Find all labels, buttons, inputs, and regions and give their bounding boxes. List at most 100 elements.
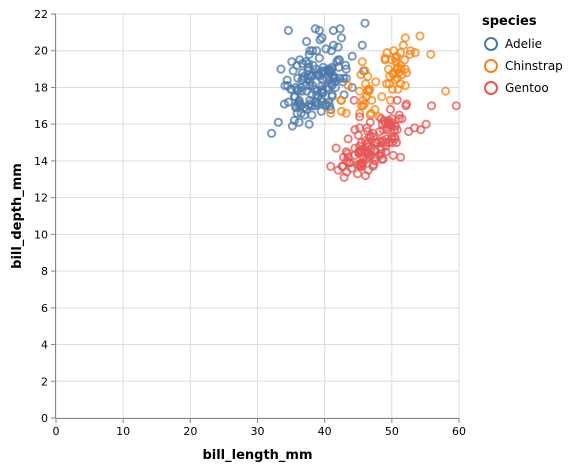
data-point-adelie xyxy=(293,86,303,96)
data-point-adelie xyxy=(293,99,303,109)
data-point-chinstrap xyxy=(363,71,373,82)
data-point-gentoo xyxy=(451,101,461,111)
data-point-adelie xyxy=(295,55,305,65)
data-point-adelie xyxy=(347,51,357,61)
data-point-adelie xyxy=(301,104,312,115)
data-point-chinstrap xyxy=(377,92,387,102)
legend-symbol-adelie xyxy=(484,37,498,51)
data-point-chinstrap xyxy=(358,95,368,105)
data-point-gentoo xyxy=(388,150,398,160)
data-point-adelie xyxy=(357,40,367,50)
data-point-adelie xyxy=(318,84,328,94)
data-point-adelie xyxy=(324,64,334,74)
x-tick-label: 30 xyxy=(251,425,265,438)
data-point-chinstrap xyxy=(402,68,412,78)
data-point-gentoo xyxy=(376,149,386,159)
y-tick-label: 8 xyxy=(41,265,48,278)
data-point-adelie xyxy=(333,42,343,52)
data-point-adelie xyxy=(316,106,326,116)
data-point-gentoo xyxy=(365,117,375,127)
data-point-chinstrap xyxy=(397,70,407,80)
x-tick-label: 60 xyxy=(452,425,466,438)
data-point-chinstrap xyxy=(405,49,415,60)
data-point-gentoo xyxy=(363,126,373,137)
x-tick-label: 10 xyxy=(116,425,130,438)
data-point-chinstrap xyxy=(355,108,365,118)
data-point-chinstrap xyxy=(365,84,375,94)
data-point-gentoo xyxy=(331,143,341,153)
data-point-gentoo xyxy=(365,150,375,160)
data-point-gentoo xyxy=(339,172,349,182)
data-point-adelie xyxy=(297,75,307,85)
x-tick-label: 50 xyxy=(385,425,399,438)
data-point-adelie xyxy=(321,44,331,54)
y-axis-title: bill_depth_mm xyxy=(10,163,25,269)
legend-label-gentoo: Gentoo xyxy=(505,81,549,95)
x-tick-label: 20 xyxy=(183,425,197,438)
data-point-gentoo xyxy=(392,95,402,105)
data-point-gentoo xyxy=(350,125,360,135)
data-point-adelie xyxy=(276,64,286,74)
data-point-chinstrap xyxy=(426,49,436,60)
legend-title: species xyxy=(482,14,537,29)
data-point-adelie xyxy=(308,60,318,71)
data-point-chinstrap xyxy=(343,81,353,91)
data-point-adelie xyxy=(315,35,325,45)
data-point-gentoo xyxy=(349,95,359,105)
data-point-gentoo xyxy=(353,169,363,179)
y-tick-label: 10 xyxy=(34,228,48,241)
data-point-adelie xyxy=(304,49,314,60)
data-point-gentoo xyxy=(421,119,431,129)
data-point-adelie xyxy=(287,121,297,131)
data-point-gentoo xyxy=(381,147,391,157)
data-point-chinstrap xyxy=(400,81,410,91)
data-point-gentoo xyxy=(342,156,352,166)
data-point-gentoo xyxy=(353,160,363,170)
data-points xyxy=(267,18,461,182)
data-point-gentoo xyxy=(426,101,437,111)
data-point-chinstrap xyxy=(357,57,367,67)
data-point-adelie xyxy=(330,73,340,83)
data-point-gentoo xyxy=(326,161,336,171)
data-point-adelie xyxy=(328,25,338,36)
data-point-gentoo xyxy=(386,117,396,127)
y-tick-label: 18 xyxy=(34,81,48,94)
data-point-chinstrap xyxy=(363,86,373,96)
data-point-gentoo xyxy=(397,114,407,124)
x-axis-title: bill_length_mm xyxy=(202,448,312,463)
data-point-chinstrap xyxy=(326,108,336,118)
data-point-gentoo xyxy=(366,145,376,155)
data-point-adelie xyxy=(305,81,315,91)
y-tick-label: 2 xyxy=(41,375,48,388)
data-point-adelie xyxy=(317,33,327,43)
data-point-gentoo xyxy=(390,134,400,144)
legend-label-chinstrap: Chinstrap xyxy=(505,59,563,73)
data-point-gentoo xyxy=(368,161,378,171)
data-point-chinstrap xyxy=(391,51,402,61)
legend-label-adelie: Adelie xyxy=(505,37,542,51)
legend-symbol-chinstrap xyxy=(484,59,498,73)
data-point-adelie xyxy=(314,25,324,36)
data-point-adelie xyxy=(324,97,334,107)
data-point-adelie xyxy=(294,117,304,127)
data-point-chinstrap xyxy=(371,77,381,87)
data-point-adelie xyxy=(283,25,293,36)
data-point-adelie xyxy=(307,90,317,100)
data-point-chinstrap xyxy=(441,86,451,96)
data-point-chinstrap xyxy=(398,40,408,50)
data-point-gentoo xyxy=(343,134,353,144)
data-point-gentoo xyxy=(374,136,384,146)
data-point-chinstrap xyxy=(384,79,394,89)
data-point-adelie xyxy=(341,64,351,74)
y-tick-label: 16 xyxy=(34,118,48,131)
data-point-adelie xyxy=(267,128,277,138)
data-point-gentoo xyxy=(396,152,406,162)
x-tick-label: 0 xyxy=(53,425,60,438)
legend[interactable]: species Adelie Chinstrap Gentoo xyxy=(482,14,563,95)
y-tick-label: 22 xyxy=(34,8,48,21)
data-point-gentoo xyxy=(410,123,420,133)
data-point-chinstrap xyxy=(400,55,410,65)
data-point-adelie xyxy=(334,55,344,65)
